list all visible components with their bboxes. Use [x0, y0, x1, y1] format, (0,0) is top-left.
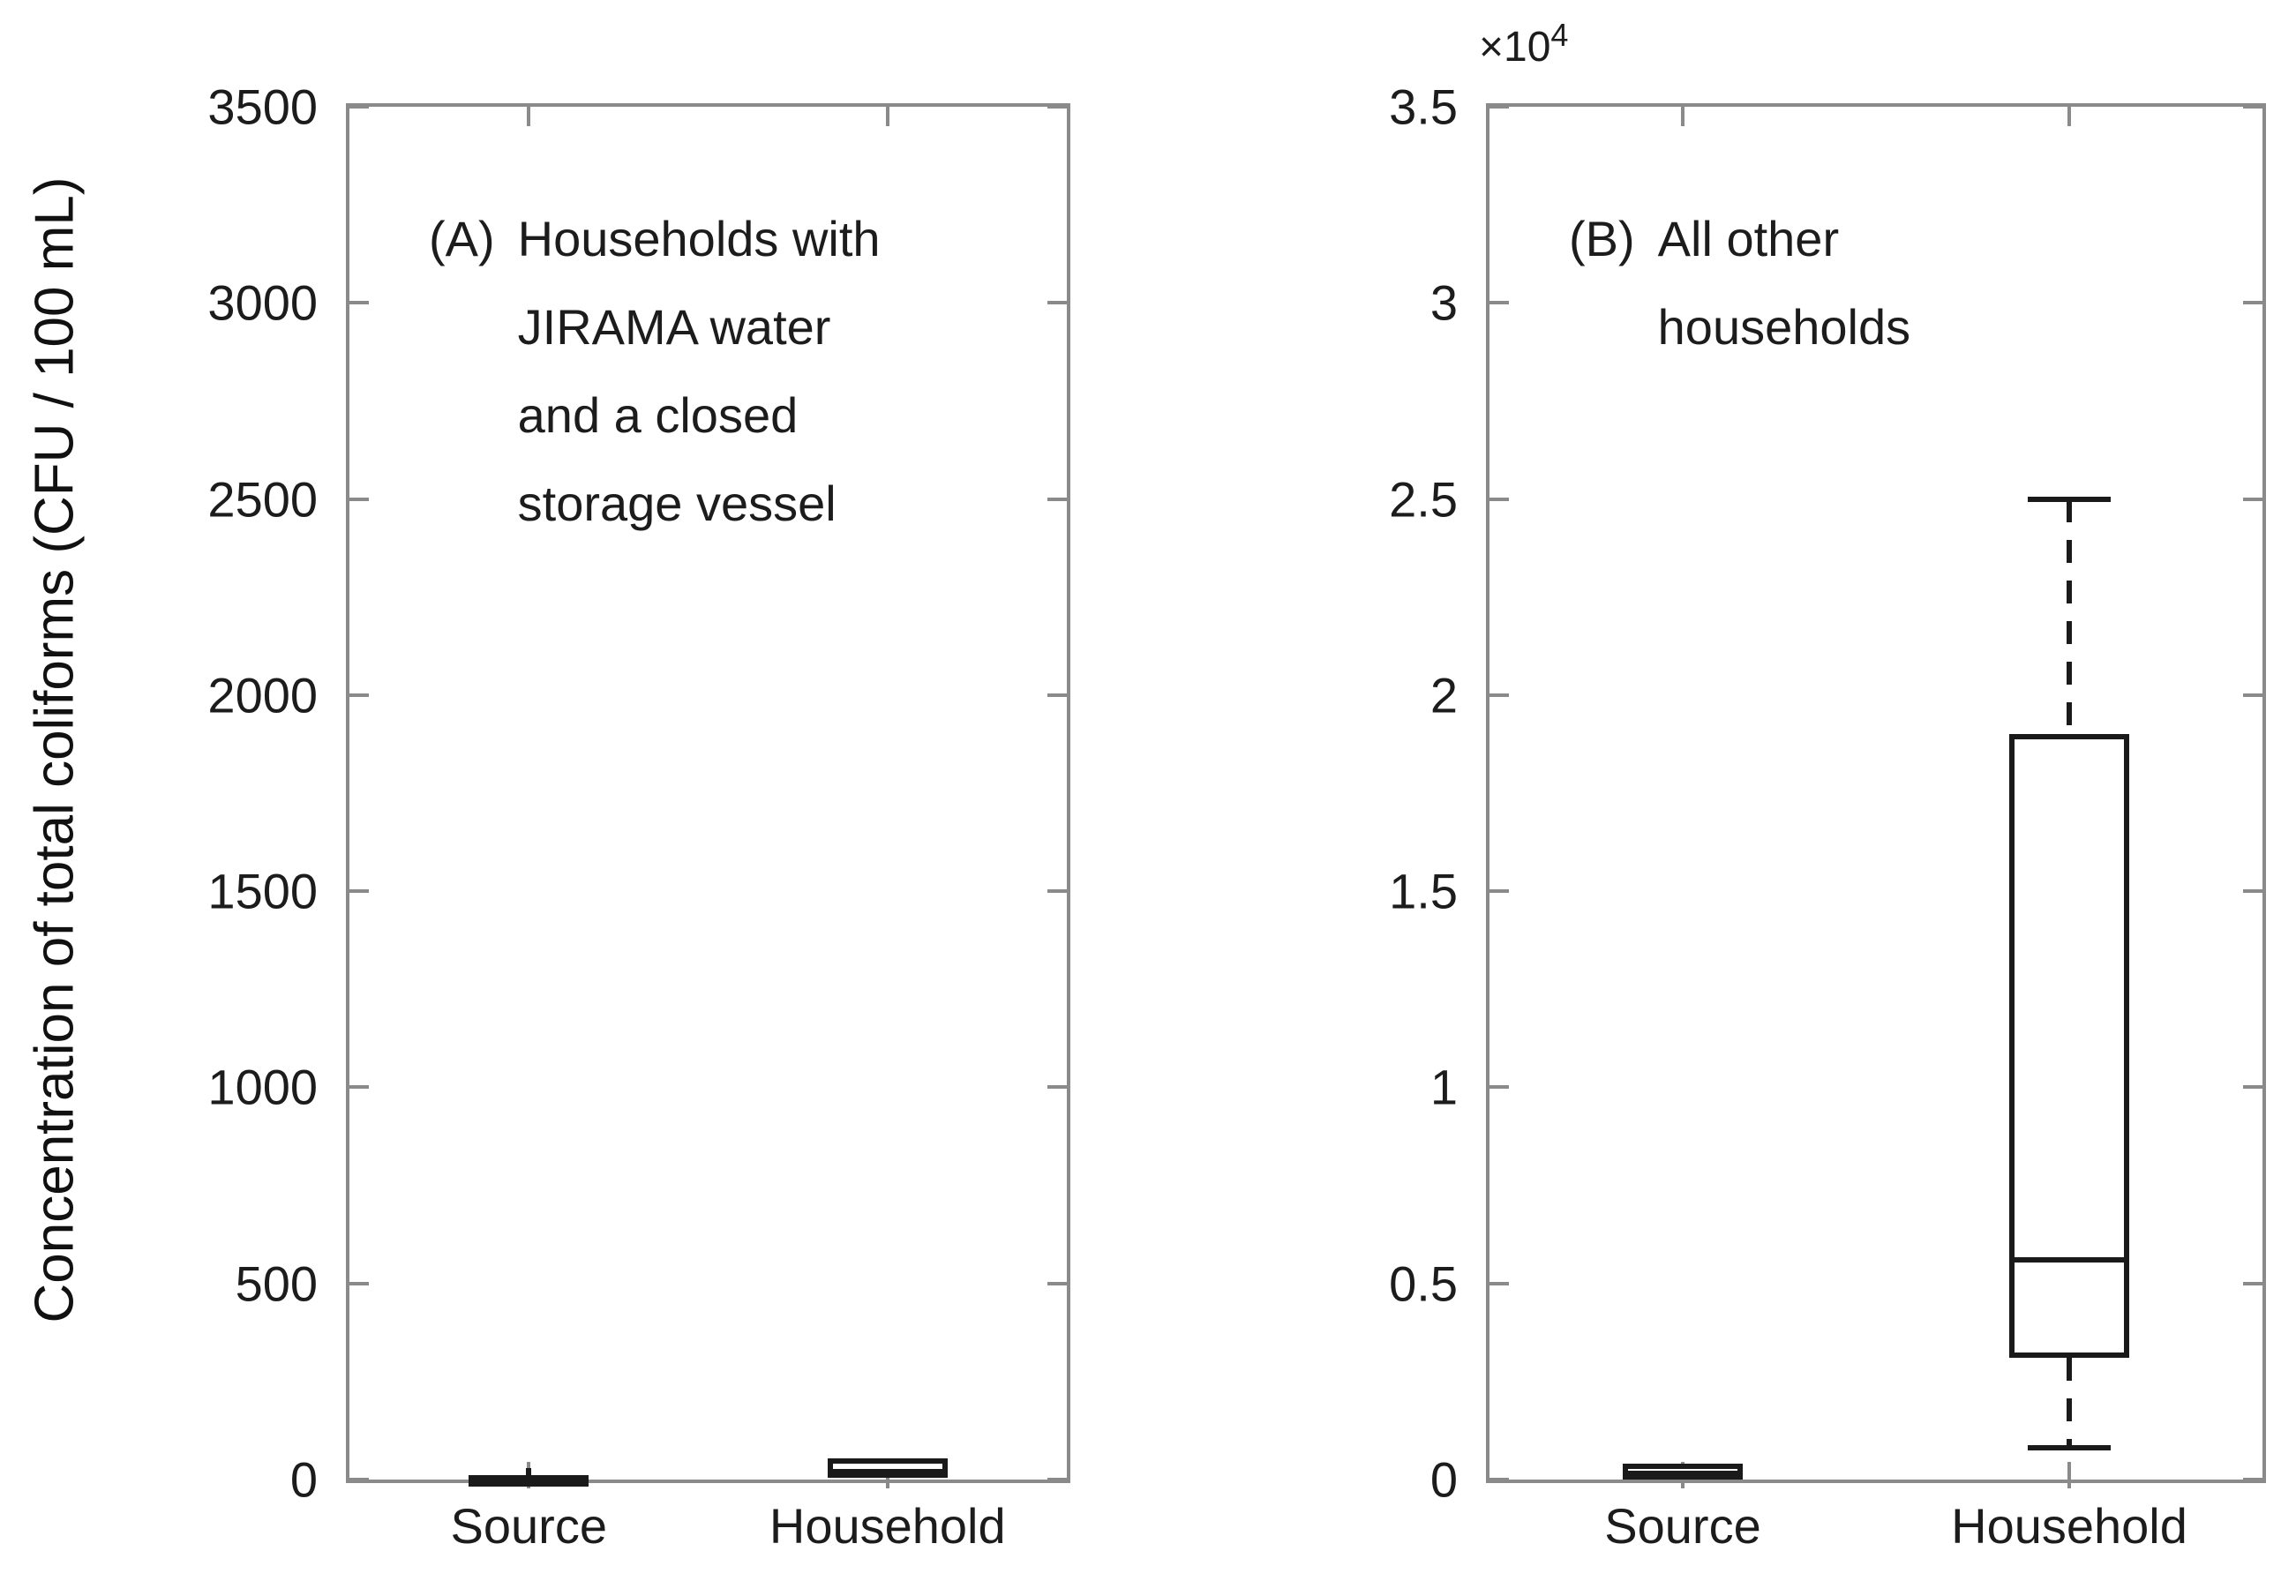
whisker-cap-upper: [2028, 496, 2111, 502]
x-tick-mark-top: [1681, 107, 1684, 126]
median-line: [2009, 1257, 2129, 1263]
y-tick-label: 3500: [207, 79, 318, 135]
y-tick-label: 2.5: [1389, 471, 1458, 528]
panel-b-title: (B) All other households: [1569, 195, 1910, 371]
y-tick-mark-left: [1489, 497, 1509, 501]
y-tick-mark-left: [1489, 105, 1509, 109]
panel-a-title: (A) Households with JIRAMA water and a c…: [429, 195, 881, 548]
y-tick-mark-right: [1047, 693, 1067, 697]
x-category-label: Source: [1604, 1498, 1761, 1554]
median-line: [827, 1469, 948, 1475]
panel-a-plot: (A) Households with JIRAMA water and a c…: [207, 79, 1070, 1554]
y-tick-mark-left: [349, 889, 369, 894]
x-tick-mark-top: [2067, 107, 2071, 126]
y-tick-mark-right: [1047, 301, 1067, 305]
y-tick-mark-right: [1047, 1085, 1067, 1090]
whisker-lower: [2067, 1358, 2072, 1449]
whisker-upper: [2067, 498, 2072, 735]
panel-b-title-prefix: (B): [1569, 211, 1635, 266]
median-line: [469, 1475, 589, 1481]
y-tick-label: 3: [1429, 274, 1458, 331]
y-tick-mark-left: [349, 1478, 369, 1481]
y-tick-label: 1.5: [1389, 863, 1458, 919]
y-tick-label: 1500: [207, 863, 318, 919]
y-tick-label: 0.5: [1389, 1255, 1458, 1312]
exponent-base: ×10: [1479, 24, 1551, 71]
x-tick-mark-top: [527, 107, 531, 126]
median-line: [1623, 1471, 1743, 1477]
x-category-label: Source: [450, 1498, 607, 1554]
y-tick-mark-right: [2243, 497, 2262, 501]
y-tick-label: 2000: [207, 667, 318, 723]
y-tick-mark-right: [1047, 1281, 1067, 1285]
y-tick-label: 2: [1429, 667, 1458, 723]
panel-b-title-text: All other households: [1657, 211, 1911, 355]
y-tick-mark-right: [2243, 693, 2262, 697]
y-tick-mark-right: [2243, 1085, 2262, 1090]
y-tick-label: 3.5: [1389, 79, 1458, 135]
y-tick-mark-left: [1489, 301, 1509, 305]
y-tick-mark-left: [349, 301, 369, 305]
panel-a-title-prefix: (A): [429, 211, 495, 266]
x-category-label: Household: [1951, 1498, 2187, 1554]
x-tick-mark-bottom: [2067, 1462, 2071, 1488]
y-tick-label: 1: [1429, 1059, 1458, 1115]
panel-b-plot: ×104 (B) All other households 0 0.5 1 1.5 2 2…: [1389, 17, 2266, 1554]
y-tick-label: 0: [289, 1451, 318, 1508]
y-tick-mark-right: [2243, 105, 2262, 109]
y-tick-label: 3000: [207, 274, 318, 331]
exponent-power: 4: [1550, 17, 1569, 53]
y-tick-mark-right: [2243, 1478, 2262, 1481]
y-tick-mark-left: [1489, 1085, 1509, 1090]
x-category-label: Household: [769, 1498, 1006, 1554]
y-tick-mark-left: [349, 693, 369, 697]
y-tick-label: 0: [1429, 1451, 1458, 1508]
y-tick-mark-left: [349, 1281, 369, 1285]
y-tick-mark-right: [1047, 497, 1067, 501]
box-iqr: [2009, 734, 2129, 1359]
y-tick-mark-left: [1489, 889, 1509, 894]
panel-a-title-text: Households with JIRAMA water and a close…: [517, 211, 881, 531]
y-axis-label: Concentration of total coliforms (CFU / …: [24, 176, 86, 1323]
y-tick-mark-left: [349, 1085, 369, 1090]
y-tick-mark-right: [1047, 889, 1067, 894]
y-tick-mark-left: [349, 105, 369, 109]
box-iqr: [827, 1457, 948, 1478]
whisker-upper: [526, 1467, 532, 1476]
y-tick-mark-left: [349, 497, 369, 501]
y-tick-mark-left: [1489, 693, 1509, 697]
whisker-cap-lower: [2028, 1445, 2111, 1451]
y-tick-mark-right: [2243, 301, 2262, 305]
y-tick-mark-right: [2243, 1281, 2262, 1285]
y-tick-mark-right: [1047, 1478, 1067, 1481]
x-tick-mark-top: [885, 107, 889, 126]
y-tick-mark-left: [1489, 1281, 1509, 1285]
y-tick-mark-right: [1047, 105, 1067, 109]
y-tick-label: 1000: [207, 1059, 318, 1115]
y-tick-label: 2500: [207, 471, 318, 528]
y-tick-mark-right: [2243, 889, 2262, 894]
axis-exponent-label: ×104: [1479, 17, 1568, 71]
y-tick-mark-left: [1489, 1478, 1509, 1481]
y-tick-label: 500: [235, 1255, 318, 1312]
